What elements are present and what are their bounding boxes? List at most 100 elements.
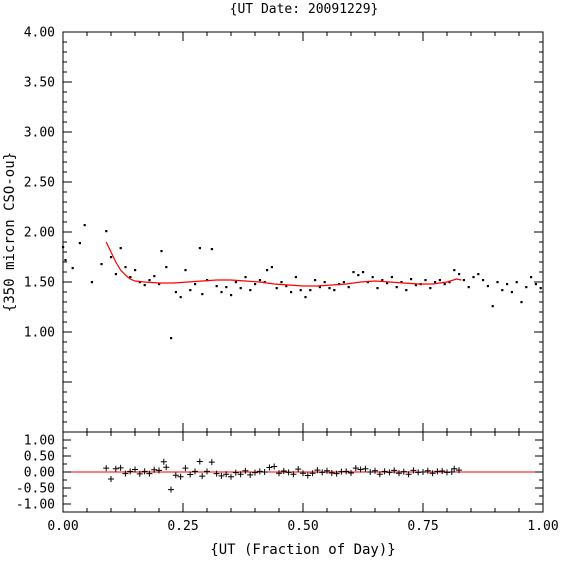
data-point xyxy=(179,296,182,299)
data-point xyxy=(448,281,451,284)
data-point xyxy=(129,276,132,279)
residual-point xyxy=(232,469,239,476)
data-point xyxy=(71,267,74,270)
residual-point xyxy=(228,473,234,480)
residual-point xyxy=(314,467,321,474)
data-point xyxy=(239,287,242,290)
data-point xyxy=(510,291,513,294)
residual-data-points xyxy=(103,458,462,493)
residual-point xyxy=(271,463,278,470)
data-point xyxy=(165,266,168,269)
data-point xyxy=(482,279,485,282)
data-point xyxy=(90,281,93,284)
residual-point xyxy=(362,465,369,472)
x-tick-label: 0.25 xyxy=(167,519,198,534)
data-point xyxy=(462,279,465,282)
data-point xyxy=(304,296,307,299)
data-point xyxy=(443,283,446,286)
main-y-tick-label: 4.00 xyxy=(24,26,55,41)
x-tick-label: 0.50 xyxy=(287,519,318,534)
data-point xyxy=(515,281,518,284)
data-point xyxy=(275,287,278,290)
data-point xyxy=(318,286,321,289)
residual-point xyxy=(261,469,268,475)
data-point xyxy=(486,285,489,288)
data-point xyxy=(201,293,204,296)
residual-point xyxy=(324,467,330,474)
residual-point xyxy=(405,471,412,478)
residual-point xyxy=(177,473,184,480)
data-point xyxy=(198,247,201,250)
residual-point xyxy=(348,469,354,476)
residual-point xyxy=(136,470,143,477)
data-point xyxy=(491,305,494,308)
data-point xyxy=(249,289,252,292)
residual-y-tick-label: -0.50 xyxy=(16,482,55,497)
residual-point xyxy=(213,470,220,477)
x-tick-labels: 0.00 0.25 0.50 0.75 1.00 xyxy=(47,519,558,534)
residual-point xyxy=(237,471,244,478)
residual-point xyxy=(391,467,398,474)
residual-point xyxy=(247,471,254,478)
residual-point xyxy=(304,472,311,479)
x-tick-label: 1.00 xyxy=(527,519,558,534)
data-point xyxy=(477,273,480,276)
fit-curve xyxy=(105,241,462,287)
data-point xyxy=(400,281,403,284)
data-point xyxy=(453,269,456,272)
chart-title: {UT Date: 20091229} xyxy=(230,2,379,17)
residual-point xyxy=(319,469,326,476)
residual-point xyxy=(420,469,426,475)
data-point xyxy=(530,276,533,279)
data-point xyxy=(148,279,151,282)
residual-point xyxy=(172,472,179,479)
data-point xyxy=(215,285,218,288)
residual-point xyxy=(108,476,114,483)
data-point xyxy=(124,266,127,269)
data-point xyxy=(174,291,177,294)
data-point xyxy=(134,269,137,272)
data-point xyxy=(210,248,213,251)
data-point xyxy=(347,286,350,289)
data-point xyxy=(467,286,470,289)
data-point xyxy=(220,291,223,294)
data-point xyxy=(230,294,233,297)
data-point xyxy=(501,289,504,292)
residual-point xyxy=(357,466,364,473)
data-point xyxy=(299,289,302,292)
residual-y-tick-labels: -1.00-0.500.000.501.00 xyxy=(16,434,55,513)
data-point xyxy=(285,285,288,288)
data-point xyxy=(534,283,537,286)
main-plot-panel: 1.00 1.50 2.00 2.50 3.00 3.50 4.00 {350 micron… xyxy=(2,26,544,433)
residual-point xyxy=(448,469,455,475)
residual-axis-ticks xyxy=(62,431,544,513)
data-point xyxy=(424,279,427,282)
residual-point xyxy=(429,470,436,477)
data-point xyxy=(280,281,283,284)
data-point xyxy=(160,250,163,253)
data-point xyxy=(270,266,273,269)
residual-point xyxy=(223,471,230,478)
residual-point xyxy=(372,467,378,474)
data-point xyxy=(405,289,408,292)
residual-point xyxy=(386,469,393,476)
data-point xyxy=(539,287,542,290)
data-point xyxy=(119,247,122,250)
data-point xyxy=(258,279,261,282)
data-point xyxy=(386,282,389,285)
residual-point xyxy=(300,470,306,477)
residual-y-tick-label: 0.50 xyxy=(24,450,55,465)
residual-point xyxy=(199,473,206,480)
data-point xyxy=(100,263,103,266)
data-point xyxy=(395,286,398,289)
data-point xyxy=(189,289,192,292)
data-point xyxy=(342,281,345,284)
data-point xyxy=(520,301,523,304)
x-axis-title: {UT (Fraction of Day)} xyxy=(210,542,395,558)
residual-point xyxy=(141,468,148,475)
residual-point xyxy=(146,470,153,477)
data-point xyxy=(438,279,441,282)
residual-point xyxy=(182,465,189,472)
residual-point xyxy=(424,467,431,474)
data-point xyxy=(254,283,257,286)
